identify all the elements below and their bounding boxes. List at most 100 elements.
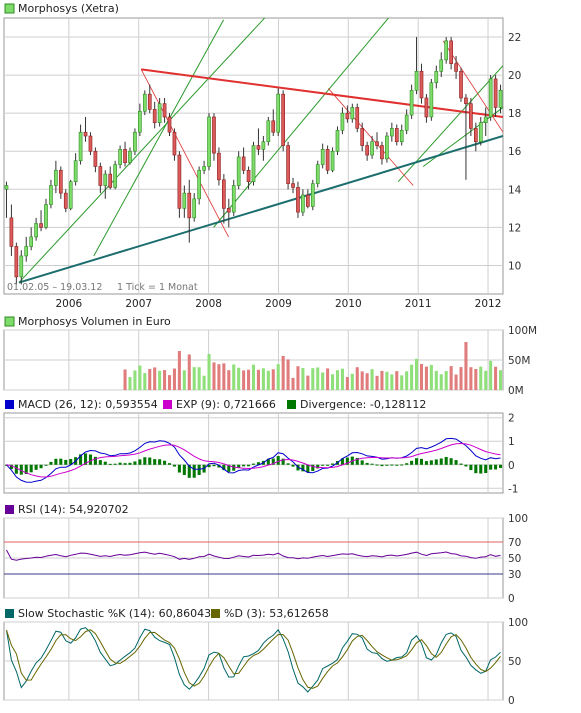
divergence-bar [410, 460, 414, 465]
volume-bar [153, 367, 157, 390]
candle-body [483, 116, 488, 123]
volume-bar [326, 368, 330, 390]
macd-lines [6, 437, 501, 483]
divergence-bar [103, 461, 107, 465]
volume-bar [286, 359, 290, 390]
divergence-bar [474, 464, 478, 474]
divergence-bar [454, 460, 458, 465]
divergence-bar [321, 464, 325, 466]
volume-bar [360, 371, 364, 390]
volume-bar [395, 371, 399, 390]
candle-body [177, 154, 182, 209]
divergence-bar [306, 464, 310, 473]
candle-body [478, 122, 483, 143]
volume-bar [251, 364, 256, 390]
volume-bar [222, 363, 226, 390]
divergence-bar [464, 464, 468, 467]
volume-bar [410, 364, 414, 390]
volume-bar [276, 364, 280, 390]
divergence-bar [489, 464, 493, 470]
candle-body [241, 156, 246, 171]
stoch-d-line [6, 629, 501, 689]
divergence-bar [271, 458, 275, 465]
macd-y-tick-label: -1 [508, 483, 518, 495]
candle-body [276, 93, 281, 133]
candle-body [350, 107, 355, 120]
candle-body [19, 255, 24, 278]
candle-body [162, 103, 167, 118]
volume-bar [335, 370, 340, 390]
volume-bar [400, 375, 404, 390]
candle-body [444, 40, 449, 61]
volume-bar [498, 370, 503, 390]
macd-frame [3, 412, 504, 494]
stochastic-panel: 100 50 0 Slow Stochastic %K (14): 60,86043… [3, 607, 528, 707]
candle-body [246, 169, 251, 182]
volume-bar [271, 369, 275, 390]
divergence-bar [9, 464, 13, 470]
volume-bar [128, 377, 132, 390]
divergence-bar [242, 464, 246, 467]
divergence-bar [370, 463, 374, 465]
candle-body [24, 246, 29, 257]
divergence-bar [375, 464, 379, 466]
divergence-bar [128, 462, 132, 465]
candle-body [128, 150, 132, 163]
volume-bar [148, 369, 152, 390]
divergence-bar [88, 454, 92, 465]
divergence-bar [405, 463, 409, 465]
x-tick-label: 2007 [125, 298, 152, 310]
volume-bar [340, 368, 344, 390]
stoch-y-tick-label: 0 [508, 695, 515, 707]
divergence-bar [395, 464, 399, 466]
divergence-bar [24, 464, 28, 474]
macd-y-tick-label: 1 [508, 436, 515, 448]
divergence-bar [380, 464, 384, 467]
volume-bar [439, 374, 443, 390]
volume-bar [370, 369, 374, 390]
divergence-bar [498, 464, 503, 468]
candle-body [236, 156, 241, 186]
candle-body [469, 103, 473, 129]
divergence-bar [237, 464, 241, 468]
candle-body [325, 149, 330, 171]
volume-bar [167, 375, 172, 390]
volume-bar [469, 367, 473, 390]
candle-body [108, 173, 113, 188]
candle-body [375, 141, 379, 146]
volume-bar [256, 369, 260, 390]
signal-line [6, 442, 501, 478]
candle-body [73, 160, 78, 182]
stoch-d-legend: %D (3): 53,612658 [224, 607, 329, 620]
candle-body [296, 187, 300, 213]
price-y-ticks: 22 20 18 16 14 12 10 [508, 32, 522, 272]
volume-bar [177, 351, 181, 390]
divergence-bar [98, 460, 102, 465]
volume-bar [192, 367, 196, 390]
candle-body [459, 70, 463, 99]
stoch-lines [6, 627, 501, 693]
divergence-bar [444, 456, 448, 465]
volume-bar [172, 368, 176, 390]
candle-body [390, 128, 394, 137]
candle-body [172, 131, 177, 156]
candle-body [142, 93, 147, 112]
divergence-bar [227, 464, 231, 472]
candle-body [340, 112, 345, 131]
stoch-grid [4, 621, 503, 701]
channel-line [93, 19, 224, 257]
candle-body [439, 59, 444, 72]
macd-line [6, 437, 501, 483]
divergence-bar [291, 464, 295, 467]
divergence-bar [69, 459, 73, 465]
resistance-line [141, 68, 503, 118]
divergence-bar [197, 464, 201, 476]
x-tick-label: 2009 [265, 298, 292, 310]
volume-bar [424, 366, 428, 390]
volume-bar [237, 367, 241, 390]
candle-body [98, 166, 103, 186]
volume-bar [419, 363, 424, 390]
candle-body [63, 192, 68, 209]
volume-bar [227, 370, 231, 390]
candle-body [93, 150, 98, 167]
